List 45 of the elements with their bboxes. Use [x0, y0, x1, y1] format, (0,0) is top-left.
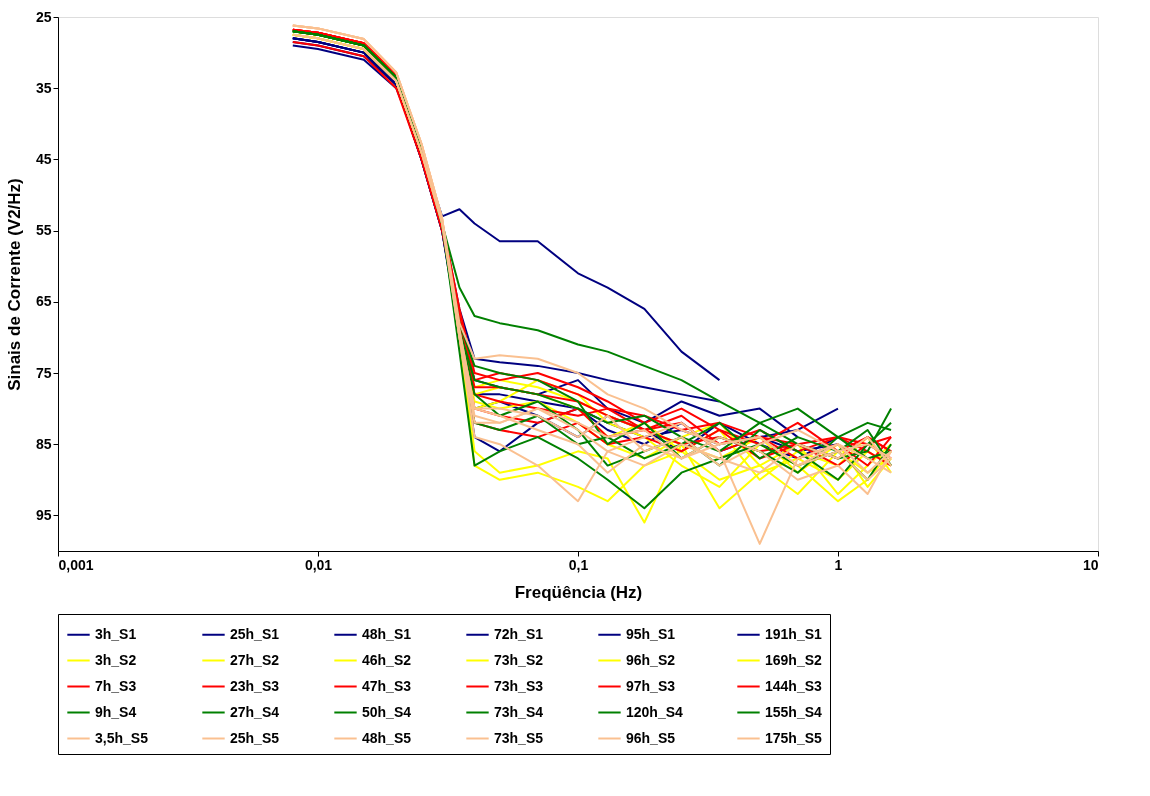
x-tick-label: 1 [834, 556, 843, 573]
legend-label: 155h_S4 [765, 703, 823, 720]
y-axis-title: Sinais de Corrente (V2/Hz) [4, 178, 24, 391]
x-axis-title: Freqüência (Hz) [514, 582, 643, 602]
y-tick-label: 75 [35, 364, 52, 381]
legend-label: 47h_S3 [362, 677, 412, 694]
legend-label: 72h_S1 [494, 625, 544, 642]
x-tick-label: 0,001 [58, 556, 94, 573]
x-tick-label: 0,01 [304, 556, 333, 573]
legend-label: 96h_S5 [626, 729, 676, 746]
y-tick-label: 95 [35, 506, 52, 523]
legend-label: 73h_S5 [494, 729, 544, 746]
legend-label: 73h_S2 [494, 651, 544, 668]
legend-label: 46h_S2 [362, 651, 412, 668]
legend-label: 50h_S4 [362, 703, 412, 720]
legend-label: 25h_S1 [230, 625, 280, 642]
y-tick-label: 45 [35, 150, 52, 167]
y-tick-label: 25 [35, 8, 52, 25]
legend-label: 175h_S5 [765, 729, 823, 746]
legend-label: 9h_S4 [95, 703, 137, 720]
y-tick-label: 65 [35, 293, 52, 310]
legend-label: 3,5h_S5 [95, 729, 149, 746]
legend-label: 96h_S2 [626, 651, 676, 668]
legend-label: 95h_S1 [626, 625, 676, 642]
y-tick-label: 55 [35, 222, 52, 239]
legend-label: 7h_S3 [95, 677, 137, 694]
legend-label: 97h_S3 [626, 677, 676, 694]
legend-label: 27h_S2 [230, 651, 280, 668]
legend-label: 25h_S5 [230, 729, 280, 746]
legend-label: 3h_S1 [95, 625, 137, 642]
legend-label: 48h_S5 [362, 729, 412, 746]
legend-label: 191h_S1 [765, 625, 823, 642]
y-tick-label: 85 [35, 435, 52, 452]
legend-label: 23h_S3 [230, 677, 280, 694]
legend-label: 120h_S4 [626, 703, 684, 720]
y-tick-label: 35 [35, 79, 52, 96]
x-tick-label: 0,1 [568, 556, 589, 573]
legend-label: 73h_S4 [494, 703, 544, 720]
legend-label: 48h_S1 [362, 625, 412, 642]
x-tick-label: 10 [1082, 556, 1099, 573]
legend-label: 169h_S2 [765, 651, 823, 668]
legend-label: 3h_S2 [95, 651, 137, 668]
legend-label: 73h_S3 [494, 677, 544, 694]
legend-label: 144h_S3 [765, 677, 823, 694]
legend-label: 27h_S4 [230, 703, 280, 720]
